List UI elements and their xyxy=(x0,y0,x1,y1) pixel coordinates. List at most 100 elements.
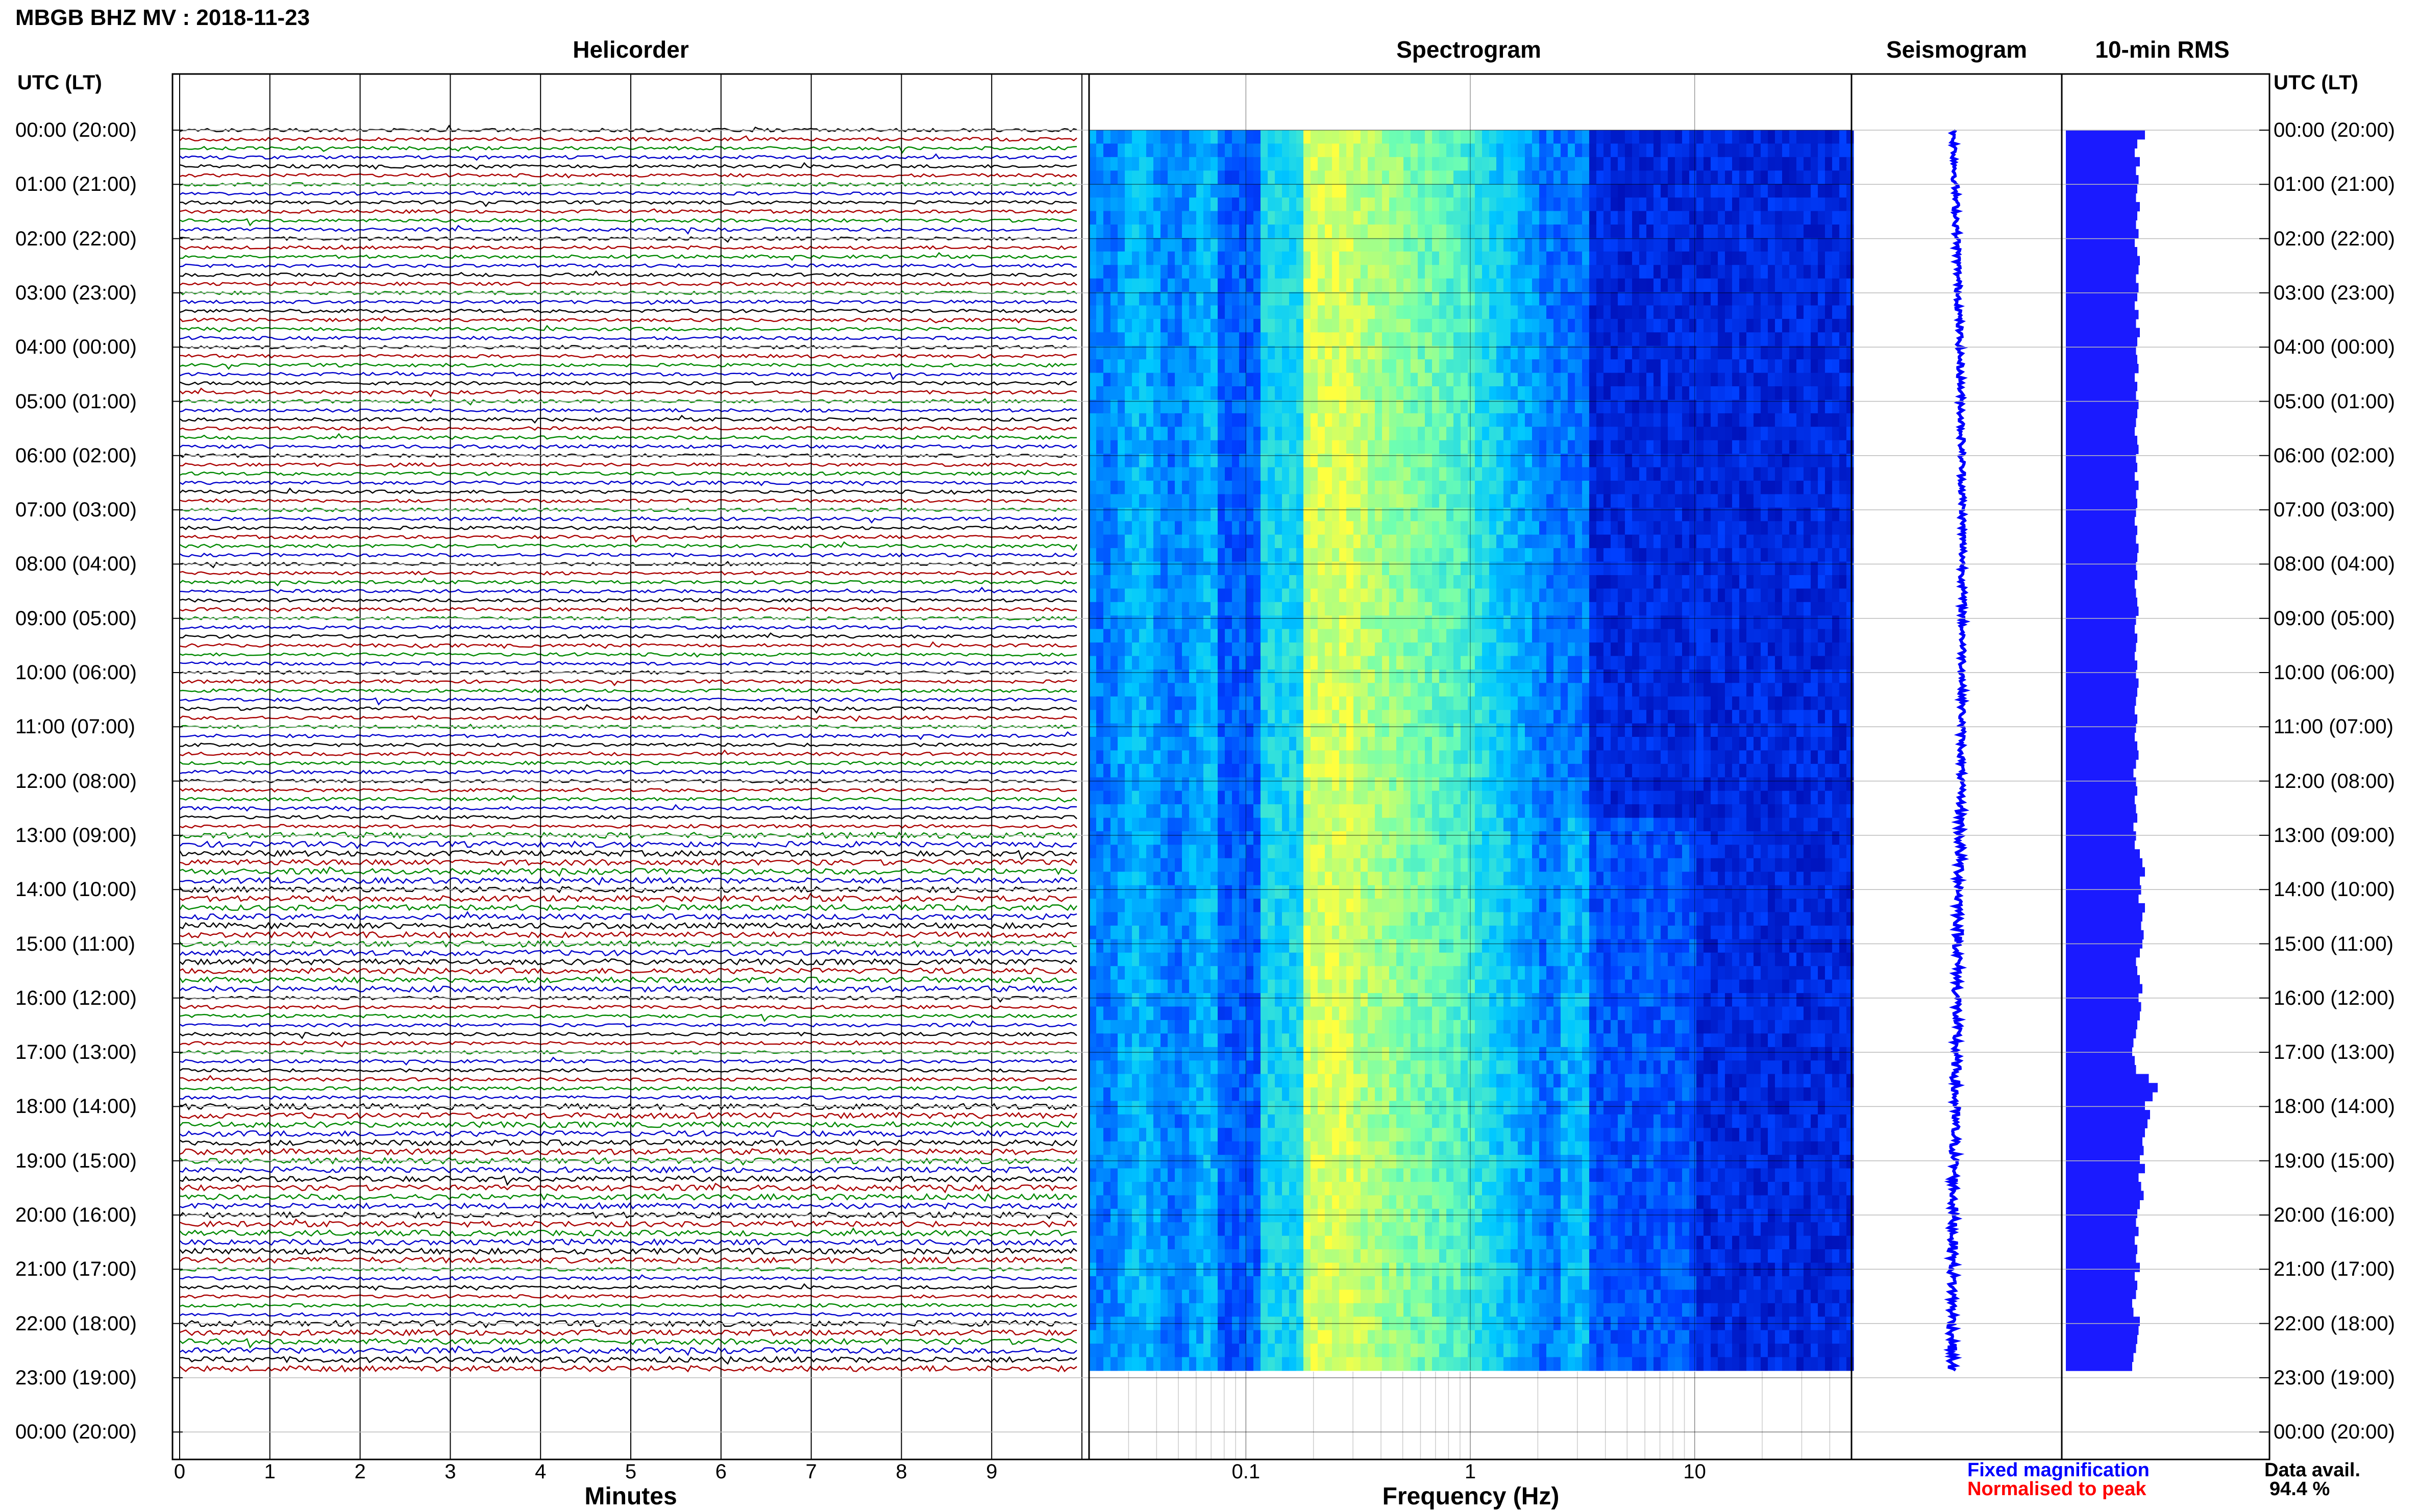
spectrogram-cell xyxy=(1682,251,1690,265)
helicorder-trace xyxy=(179,191,1077,196)
spectrogram-cell xyxy=(1653,373,1661,387)
spectrogram-cell xyxy=(1318,197,1325,212)
spectrogram-cell xyxy=(1425,305,1433,319)
spectrogram-cell xyxy=(1246,561,1254,576)
spectrogram-cell xyxy=(1146,602,1154,616)
spectrogram-cell xyxy=(1253,413,1261,427)
spectrogram-cell xyxy=(1196,710,1204,724)
spectrogram-cell xyxy=(1446,318,1454,333)
helicorder-trace xyxy=(179,1303,1077,1308)
spectrogram-cell xyxy=(1489,211,1497,225)
spectrogram-cell xyxy=(1789,345,1797,360)
spectrogram-cell xyxy=(1318,359,1325,374)
spectrogram-cell xyxy=(1739,588,1747,603)
spectrogram-cell xyxy=(1818,251,1825,265)
helicorder-trace xyxy=(179,893,1077,903)
spectrogram-cell xyxy=(1232,588,1240,603)
spectrogram-cell xyxy=(1139,292,1147,306)
spectrogram-cell xyxy=(1503,386,1511,400)
spectrogram-cell xyxy=(1725,143,1733,158)
spectrogram-cell xyxy=(1611,683,1618,697)
spectrogram-cell xyxy=(1532,427,1540,441)
spectrogram-cell xyxy=(1711,427,1718,441)
spectrogram-cell xyxy=(1246,413,1254,427)
spectrogram-cell xyxy=(1532,642,1540,657)
spectrogram-cell xyxy=(1232,143,1240,158)
spectrogram-cell xyxy=(1418,386,1425,400)
spectrogram-cell xyxy=(1696,723,1704,737)
spectrogram-cell xyxy=(1611,629,1618,643)
spectrogram-cell xyxy=(1668,575,1675,589)
spectrogram-cell xyxy=(1103,696,1111,710)
spectrogram-cell xyxy=(1568,642,1575,657)
spectrogram-cell xyxy=(1282,332,1290,346)
spectrogram-cell xyxy=(1411,345,1418,360)
spectrogram-cell xyxy=(1332,561,1340,576)
helicorder-trace xyxy=(179,1040,1077,1048)
spectrogram-cell xyxy=(1153,642,1161,657)
spectrogram-cell xyxy=(1396,615,1404,630)
spectrogram-cell xyxy=(1382,683,1390,697)
spectrogram-cell xyxy=(1768,345,1775,360)
spectrogram-cell xyxy=(1339,575,1347,589)
spectrogram-cell xyxy=(1146,534,1154,549)
spectrogram-cell xyxy=(1782,588,1790,603)
spectrogram-cell xyxy=(1775,400,1783,414)
spectrogram-cell xyxy=(1568,238,1575,252)
spectrogram-cell xyxy=(1289,467,1297,481)
spectrogram-cell xyxy=(1332,494,1340,508)
spectrogram-cell xyxy=(1825,345,1833,360)
spectrogram-cell xyxy=(1596,130,1604,144)
spectrogram-cell xyxy=(1475,534,1483,549)
spectrogram-cell xyxy=(1175,561,1182,576)
spectrogram-cell xyxy=(1632,225,1640,238)
spectrogram-cell xyxy=(1575,467,1583,481)
spectrogram-cell xyxy=(1432,170,1440,185)
spectrogram-cell xyxy=(1446,157,1454,171)
spectrogram-cell xyxy=(1482,197,1490,212)
spectrogram-cell xyxy=(1132,602,1140,616)
spectrogram-cell xyxy=(1846,656,1854,670)
spectrogram-cell xyxy=(1203,238,1211,252)
spectrogram-cell xyxy=(1511,211,1518,225)
spectrogram-cell xyxy=(1103,710,1111,724)
spectrogram-cell xyxy=(1704,427,1711,441)
spectrogram-cell xyxy=(1268,710,1275,724)
spectrogram-cell xyxy=(1375,467,1383,481)
spectrogram-cell xyxy=(1382,170,1390,185)
spectrogram-cell xyxy=(1325,615,1332,630)
spectrogram-cell xyxy=(1711,225,1718,238)
spectrogram-cell xyxy=(1253,683,1261,697)
spectrogram-cell xyxy=(1532,723,1540,737)
spectrogram-cell xyxy=(1646,454,1654,468)
spectrogram-cell xyxy=(1796,238,1804,252)
spectrogram-cell xyxy=(1661,454,1668,468)
spectrogram-cell xyxy=(1246,454,1254,468)
spectrogram-cell xyxy=(1268,561,1275,576)
spectrogram-cell xyxy=(1239,561,1247,576)
spectrogram-cell xyxy=(1232,170,1240,185)
spectrogram-cell xyxy=(1282,588,1290,603)
spectrogram-cell xyxy=(1575,710,1583,724)
spectrogram-cell xyxy=(1675,683,1683,697)
spectrogram-cell xyxy=(1268,440,1275,454)
spectrogram-cell xyxy=(1832,507,1840,522)
spectrogram-cell xyxy=(1632,292,1640,306)
spectrogram-cell xyxy=(1475,656,1483,670)
spectrogram-cell xyxy=(1125,305,1132,319)
spectrogram-cell xyxy=(1089,427,1097,441)
spectrogram-cell xyxy=(1161,642,1168,657)
spectrogram-cell xyxy=(1689,521,1697,535)
spectrogram-cell xyxy=(1411,494,1418,508)
spectrogram-cell xyxy=(1611,588,1618,603)
spectrogram-cell xyxy=(1582,602,1590,616)
spectrogram-cell xyxy=(1496,723,1504,737)
spectrogram-cell xyxy=(1232,318,1240,333)
spectrogram-cell xyxy=(1225,521,1232,535)
spectrogram-cell xyxy=(1103,373,1111,387)
spectrogram-cell xyxy=(1489,225,1497,238)
spectrogram-cell xyxy=(1439,656,1447,670)
spectrogram-cell xyxy=(1403,602,1411,616)
spectrogram-cell xyxy=(1668,629,1675,643)
spectrogram-cell xyxy=(1653,548,1661,562)
